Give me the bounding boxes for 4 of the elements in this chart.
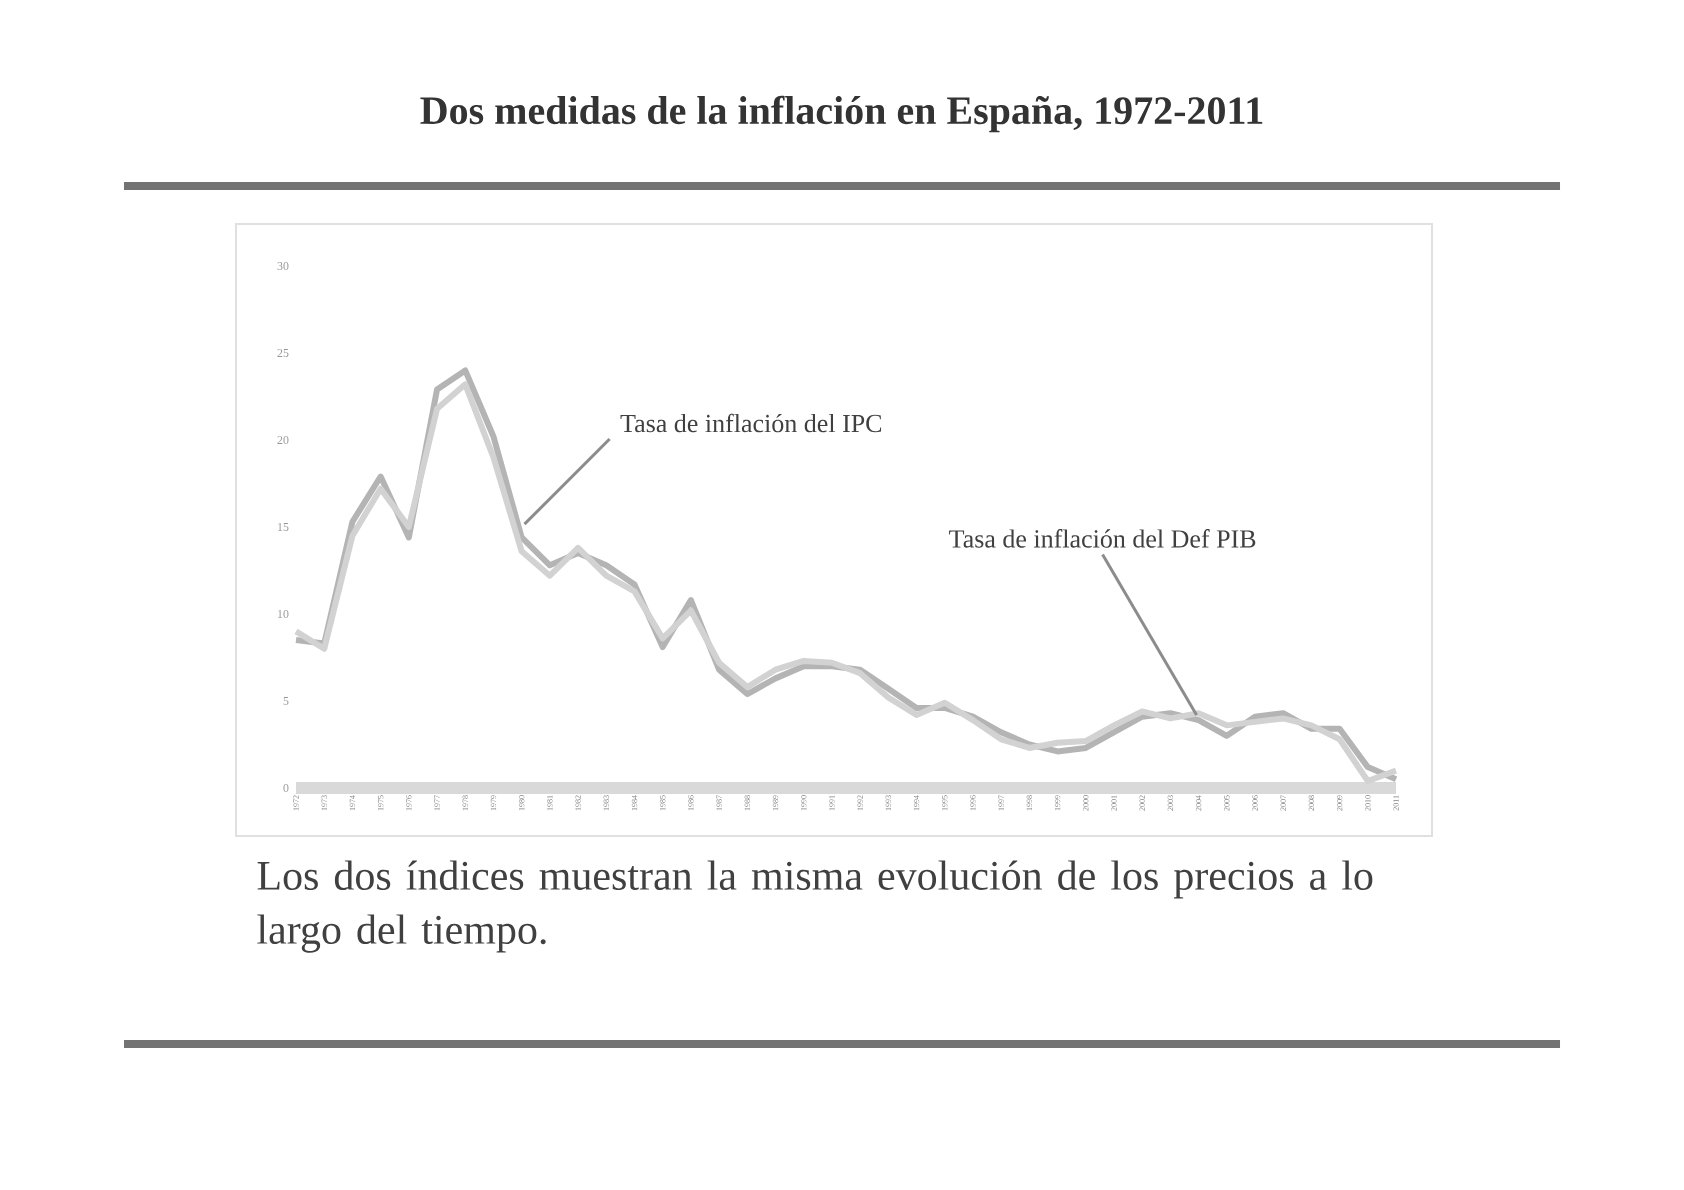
text: Los dos índices muestran la misma evolución de los precios a lo largo del tiempo. xyxy=(257,860,1373,953)
annotation: Tasa de inflación del Def PIB xyxy=(949,529,1256,548)
chart-title: Dos medidas de la inflación en España, 1972-2011 xyxy=(420,95,1263,133)
annotation: Tasa de inflación del IPC xyxy=(620,413,882,433)
